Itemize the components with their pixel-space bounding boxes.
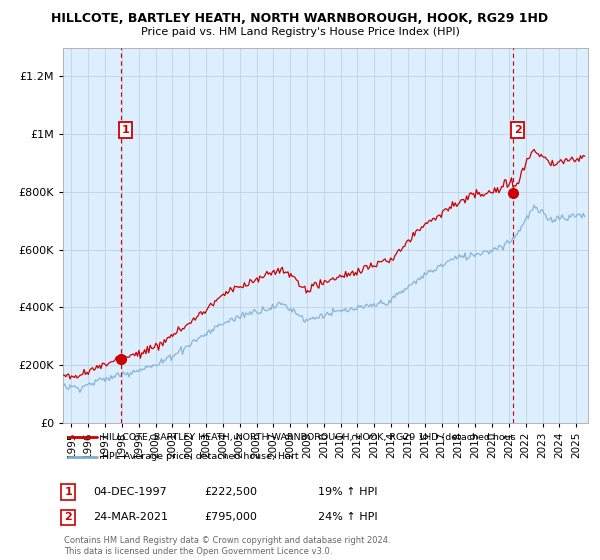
Text: 1: 1 <box>122 125 130 135</box>
Text: 24-MAR-2021: 24-MAR-2021 <box>93 512 168 522</box>
Text: 04-DEC-1997: 04-DEC-1997 <box>93 487 167 497</box>
Text: HPI: Average price, detached house, Hart: HPI: Average price, detached house, Hart <box>103 452 299 461</box>
Text: Price paid vs. HM Land Registry's House Price Index (HPI): Price paid vs. HM Land Registry's House … <box>140 27 460 38</box>
Text: 24% ↑ HPI: 24% ↑ HPI <box>318 512 377 522</box>
Text: 2: 2 <box>64 512 72 522</box>
Text: 19% ↑ HPI: 19% ↑ HPI <box>318 487 377 497</box>
Text: £222,500: £222,500 <box>204 487 257 497</box>
Text: £795,000: £795,000 <box>204 512 257 522</box>
Text: HILLCOTE, BARTLEY HEATH, NORTH WARNBOROUGH, HOOK, RG29 1HD: HILLCOTE, BARTLEY HEATH, NORTH WARNBOROU… <box>52 12 548 25</box>
Text: 1: 1 <box>64 487 72 497</box>
Text: HILLCOTE, BARTLEY HEATH, NORTH WARNBOROUGH, HOOK, RG29 1HD (detached hous: HILLCOTE, BARTLEY HEATH, NORTH WARNBOROU… <box>103 432 516 441</box>
Text: 2: 2 <box>514 125 521 135</box>
Text: Contains HM Land Registry data © Crown copyright and database right 2024.
This d: Contains HM Land Registry data © Crown c… <box>64 536 391 556</box>
